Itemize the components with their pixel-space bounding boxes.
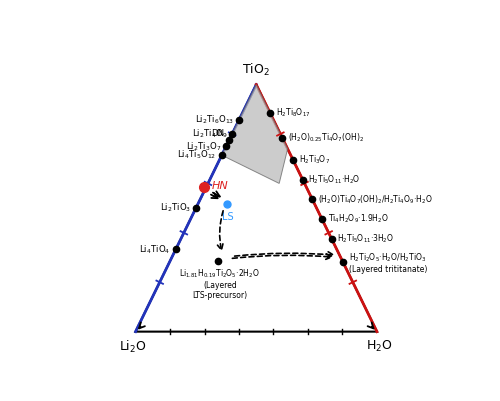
Text: Li$_4$TiO$_4$: Li$_4$TiO$_4$ <box>140 243 170 255</box>
Text: Li$_2$Ti$_4$O$_9$: Li$_2$Ti$_4$O$_9$ <box>192 128 227 140</box>
Text: H$_2$Ti$_5$O$_{11}$·3H$_2$O: H$_2$Ti$_5$O$_{11}$·3H$_2$O <box>338 233 394 245</box>
Text: HN: HN <box>212 181 228 190</box>
Polygon shape <box>222 85 288 183</box>
Text: Li$_2$Ti$_6$O$_{13}$: Li$_2$Ti$_6$O$_{13}$ <box>194 113 234 126</box>
Text: H$_2$Ti$_5$O$_{11}$·H$_2$O: H$_2$Ti$_5$O$_{11}$·H$_2$O <box>308 174 361 186</box>
Text: DN: DN <box>211 129 224 138</box>
Text: Ti$_4$H$_2$O$_9$·1.9H$_2$O: Ti$_4$H$_2$O$_9$·1.9H$_2$O <box>328 213 388 225</box>
Text: H$_2$Ti$_2$O$_5$·H$_2$O/H$_2$TiO$_3$
(Layered trititanate): H$_2$Ti$_2$O$_5$·H$_2$O/H$_2$TiO$_3$ (La… <box>349 251 427 274</box>
Text: TiO$_2$: TiO$_2$ <box>242 61 270 77</box>
Text: Li$_2$O: Li$_2$O <box>119 338 146 355</box>
Text: H$_2$O: H$_2$O <box>366 338 393 354</box>
Text: Li$_{1.81}$H$_{0.19}$Ti$_2$O$_5$·2H$_2$O
(Layered
LTS-precursor): Li$_{1.81}$H$_{0.19}$Ti$_2$O$_5$·2H$_2$O… <box>180 267 260 300</box>
Text: (H$_2$O)Ti$_4$O$_7$(OH)$_2$/H$_2$Ti$_4$O$_9$·H$_2$O: (H$_2$O)Ti$_4$O$_7$(OH)$_2$/H$_2$Ti$_4$O… <box>318 193 432 206</box>
Text: LS: LS <box>222 212 234 222</box>
Text: Li$_2$Ti$_3$O$_7$: Li$_2$Ti$_3$O$_7$ <box>186 140 221 153</box>
Text: H$_2$Ti$_3$O$_7$: H$_2$Ti$_3$O$_7$ <box>298 154 330 166</box>
Text: Li$_4$Ti$_5$O$_{12}$: Li$_4$Ti$_5$O$_{12}$ <box>178 149 216 162</box>
Text: (H$_2$O)$_{0.25}$Ti$_4$O$_7$(OH)$_2$: (H$_2$O)$_{0.25}$Ti$_4$O$_7$(OH)$_2$ <box>288 132 364 144</box>
Text: Li$_2$TiO$_3$: Li$_2$TiO$_3$ <box>160 202 191 215</box>
Text: H$_2$Ti$_8$O$_{17}$: H$_2$Ti$_8$O$_{17}$ <box>276 107 310 119</box>
